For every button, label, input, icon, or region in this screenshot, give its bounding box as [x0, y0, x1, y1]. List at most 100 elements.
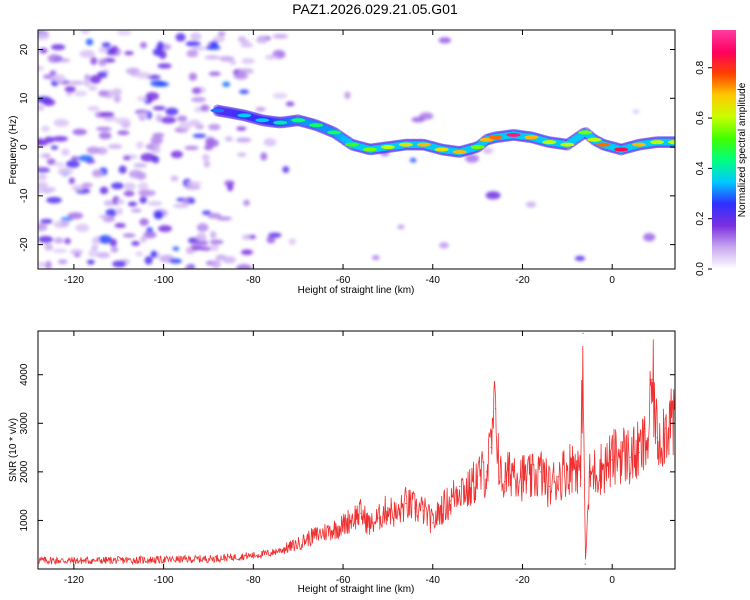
noise-speckle-blob: [371, 254, 380, 261]
noise-speckle-blob: [255, 107, 266, 112]
noise-speckle-blob: [57, 167, 73, 176]
y-tick-label: 10: [19, 92, 30, 104]
x-tick-label: -80: [246, 275, 261, 286]
noise-speckle-blob: [70, 156, 79, 161]
noise-speckle-blob: [222, 256, 237, 264]
ridge-core: [650, 140, 665, 145]
noise-speckle-blob: [38, 32, 50, 41]
snr-point: [503, 480, 506, 483]
noise-speckle-blob: [207, 212, 222, 219]
noise-speckle-blob: [42, 98, 56, 107]
noise-speckle-blob: [88, 249, 99, 258]
noise-speckle-blob: [86, 259, 95, 265]
noise-speckle-blob: [98, 234, 113, 244]
snr-point: [499, 476, 501, 478]
noise-speckle-blob: [265, 54, 278, 60]
colorbar-gradient: [712, 30, 736, 269]
snr-point: [369, 524, 371, 526]
noise-speckle-blob: [122, 233, 136, 238]
noise-speckle-blob: [72, 128, 87, 136]
snr-point: [602, 466, 604, 468]
snr-point: [163, 559, 165, 561]
ridge-core: [255, 118, 270, 123]
noise-speckle-blob: [188, 119, 201, 127]
noise-speckle-blob: [158, 50, 167, 60]
noise-speckle-blob: [236, 126, 247, 131]
noise-speckle-blob: [219, 56, 235, 62]
noise-speckle-blob: [139, 196, 148, 204]
noise-speckle-blob: [169, 258, 182, 264]
ridge-core: [479, 137, 494, 142]
snr-point: [207, 558, 210, 560]
noise-speckle-blob: [438, 37, 452, 44]
noise-speckle-blob: [58, 58, 71, 63]
noise-speckle-blob: [38, 137, 44, 145]
noise-speckle-blob: [38, 173, 48, 181]
noise-speckle-blob: [153, 143, 161, 150]
snr-point: [468, 490, 470, 492]
noise-speckle-blob: [136, 96, 148, 102]
noise-speckle-blob: [236, 137, 252, 143]
noise-speckle-blob: [90, 56, 98, 65]
noise-speckle-blob: [107, 143, 123, 149]
noise-speckle-blob: [51, 74, 66, 82]
spectrogram-x-axis-label: Height of straight line (km): [298, 285, 415, 296]
y-tick-label: -20: [19, 237, 30, 252]
x-tick-label: -120: [64, 275, 84, 286]
chart-title: PAZ1.2026.029.21.05.G01: [292, 1, 458, 17]
noise-speckle-blob: [98, 58, 107, 67]
x-tick-label: -40: [426, 275, 441, 286]
snr-point: [378, 517, 380, 519]
noise-speckle-blob: [115, 207, 123, 216]
noise-speckle-blob: [95, 126, 112, 131]
ridge-core: [578, 130, 593, 135]
noise-speckle-blob: [190, 32, 202, 41]
noise-speckle-blob: [131, 240, 140, 246]
noise-speckle-blob: [73, 90, 88, 97]
noise-speckle-blob: [411, 116, 425, 123]
noise-speckle-blob: [216, 216, 233, 221]
noise-speckle-blob: [117, 130, 130, 136]
colorbar-tick-label: 0.4: [695, 161, 706, 175]
noise-speckle-blob: [111, 182, 124, 190]
noise-speckle-blob: [113, 94, 121, 103]
noise-speckle-blob: [525, 201, 537, 208]
noise-speckle-blob: [61, 148, 70, 156]
noise-speckle-blob: [67, 212, 84, 220]
ridge-core: [416, 142, 431, 147]
snr-point: [333, 528, 335, 530]
noise-speckle-blob: [153, 210, 164, 220]
ridge-core: [524, 135, 539, 140]
snr-point: [405, 502, 407, 505]
noise-speckle-blob: [233, 72, 249, 80]
noise-speckle-blob: [285, 101, 295, 107]
noise-speckle-blob: [38, 261, 47, 268]
noise-speckle-blob: [128, 169, 143, 179]
ridge-core: [452, 149, 467, 154]
noise-speckle-blob: [160, 116, 177, 124]
noise-speckle-blob: [186, 181, 202, 186]
ridge-core: [237, 113, 252, 118]
noise-speckle-blob: [145, 92, 160, 101]
noise-speckle-blob: [147, 200, 163, 207]
noise-speckle-blob: [49, 70, 57, 76]
noise-speckle-blob: [224, 136, 234, 142]
noise-speckle-blob: [204, 55, 221, 60]
ridge-core: [362, 147, 377, 152]
noise-speckle-blob: [68, 80, 84, 86]
noise-speckle-blob: [202, 154, 210, 161]
snr-point: [669, 412, 672, 415]
snr-point: [485, 471, 488, 473]
noise-speckle-blob: [172, 246, 180, 251]
noise-speckle-blob: [38, 65, 45, 72]
noise-speckle-blob: [52, 248, 68, 253]
noise-speckle-blob: [91, 169, 104, 178]
noise-speckle-blob: [140, 235, 147, 243]
noise-speckle-blob: [71, 184, 84, 191]
noise-speckle-blob: [196, 232, 207, 242]
snr-point: [647, 439, 649, 441]
y-tick-label: 2000: [19, 460, 30, 483]
noise-speckle-blob: [77, 154, 94, 162]
snr-point: [582, 332, 584, 335]
ridge-core: [309, 123, 324, 128]
